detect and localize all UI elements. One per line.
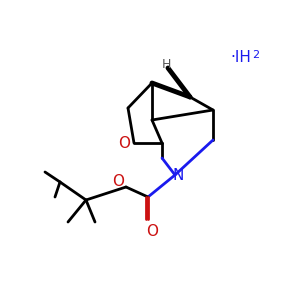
Text: H: H	[161, 58, 171, 71]
Text: 2: 2	[252, 50, 259, 60]
Text: O: O	[146, 224, 158, 238]
Text: O: O	[112, 173, 124, 188]
Text: N: N	[172, 169, 184, 184]
Text: O: O	[118, 136, 130, 151]
Text: ·IH: ·IH	[230, 50, 251, 64]
